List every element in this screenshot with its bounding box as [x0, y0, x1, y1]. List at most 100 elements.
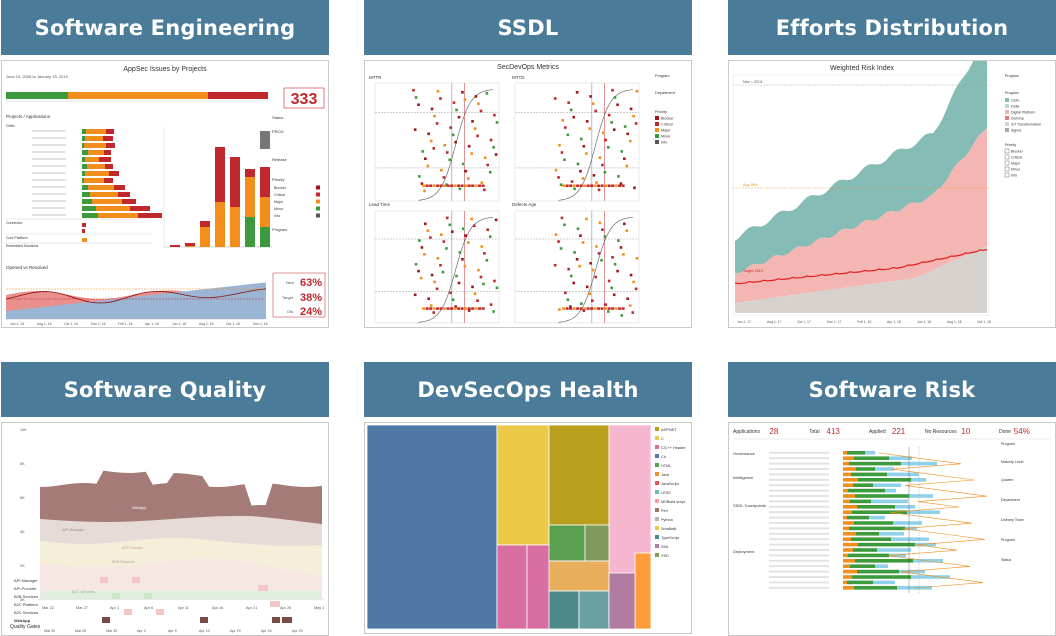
- svg-text:Aug 1, 16: Aug 1, 16: [37, 322, 52, 326]
- svg-text:Digital Platform: Digital Platform: [1011, 111, 1035, 115]
- tile-title[interactable]: DevSecOps Health: [364, 362, 692, 417]
- appsec-issues-chart: AppSec Issues by Projects June 19, 2008 …: [4, 66, 326, 326]
- svg-text:Apr 26: Apr 26: [280, 606, 291, 610]
- svg-text:Dec 1, 18: Dec 1, 18: [253, 322, 268, 326]
- svg-text:Applications: Applications: [733, 429, 760, 435]
- svg-text:6K: 6K: [20, 496, 25, 500]
- svg-text:Done: Done: [999, 429, 1011, 435]
- svg-text:Program: Program: [655, 74, 670, 78]
- svg-text:Avg: 99%: Avg: 99%: [743, 183, 758, 187]
- svg-text:C#: C#: [661, 455, 667, 459]
- svg-text:Other: Other: [6, 124, 16, 128]
- svg-text:Aug 1, 17: Aug 1, 17: [767, 320, 782, 324]
- svg-text:Priority: Priority: [272, 177, 284, 182]
- secdevops-metrics-chart: SecDevOps Metrics MTTR MTTD Lead Time De…: [369, 64, 676, 324]
- svg-text:Oct 1, 18: Oct 1, 18: [977, 320, 991, 324]
- svg-text:API Manager: API Manager: [14, 578, 38, 583]
- svg-text:Department: Department: [1001, 498, 1020, 502]
- date-range: June 19, 2008 to January 15, 2019: [6, 74, 69, 79]
- svg-text:TypeScript: TypeScript: [661, 536, 680, 540]
- tile-title[interactable]: SSDL: [364, 0, 692, 55]
- svg-text:Apr 11: Apr 11: [178, 606, 189, 610]
- svg-text:XML: XML: [661, 545, 669, 549]
- svg-text:Cloto: Cloto: [1011, 99, 1019, 103]
- svg-text:Info: Info: [661, 141, 667, 145]
- svg-text:B2B Services: B2B Services: [14, 594, 38, 599]
- svg-text:0K: 0K: [20, 598, 25, 602]
- svg-text:Info: Info: [1011, 174, 1017, 178]
- svg-text:API Provider: API Provider: [14, 586, 37, 591]
- svg-text:Aug 1, 18: Aug 1, 18: [199, 322, 214, 326]
- svg-text:Python: Python: [661, 518, 673, 522]
- svg-text:63%: 63%: [300, 277, 322, 289]
- svg-text:28: 28: [769, 427, 778, 436]
- svg-text:Core Platform: Core Platform: [6, 236, 28, 240]
- tile-title[interactable]: Software Engineering: [1, 0, 329, 55]
- svg-text:Program: Program: [1001, 442, 1015, 446]
- svg-text:IoT Transformation: IoT Transformation: [1011, 123, 1041, 127]
- svg-text:No Resources: No Resources: [925, 429, 957, 435]
- svg-text:413: 413: [827, 427, 841, 436]
- svg-text:Intelligence: Intelligence: [733, 475, 754, 480]
- svg-text:C: C: [661, 437, 664, 441]
- svg-text:Major: Major: [274, 200, 284, 204]
- projects-label: Projects / Applications: [6, 114, 51, 119]
- svg-text:Apr 24: Apr 24: [261, 629, 272, 633]
- svg-text:Deployment: Deployment: [733, 549, 755, 554]
- svg-text:B2C Platform: B2C Platform: [14, 602, 38, 607]
- chart-title: AppSec Issues by Projects: [123, 66, 207, 73]
- svg-text:Embedded Solutions: Embedded Solutions: [6, 244, 39, 248]
- svg-text:Critical: Critical: [661, 123, 673, 127]
- svg-text:Blocker: Blocker: [274, 186, 287, 190]
- svg-text:Dec 1, 17: Dec 1, 17: [827, 320, 842, 324]
- svg-text:Program: Program: [1005, 74, 1019, 78]
- svg-text:Mar 27: Mar 27: [76, 606, 88, 610]
- dashboard-thumbnail[interactable]: Weighted Risk Index Max = 220.8 Avg: 99%…: [728, 60, 1056, 328]
- svg-text:Gamma: Gamma: [1011, 117, 1024, 121]
- svg-text:Major: Major: [661, 129, 671, 133]
- svg-text:Apr 19: Apr 19: [230, 629, 241, 633]
- dashboard-thumbnail[interactable]: 10K 8K 6K 4K 2K 0K WebApp API Manager API Provi…: [1, 422, 329, 636]
- svg-text:Governance: Governance: [733, 451, 756, 456]
- svg-text:Quarter: Quarter: [1001, 478, 1014, 482]
- dashboard-thumbnail[interactable]: SecDevOps Metrics MTTR MTTD Lead Time De…: [364, 60, 692, 328]
- svg-text:Program: Program: [1001, 538, 1015, 542]
- svg-text:B2C Services: B2C Services: [72, 590, 95, 594]
- svg-text:Smalltalk: Smalltalk: [661, 527, 677, 531]
- svg-text:Department: Department: [655, 91, 676, 95]
- svg-text:MTTR: MTTR: [369, 75, 382, 80]
- svg-text:API Provider: API Provider: [122, 546, 144, 550]
- svg-text:Oct 1, 17: Oct 1, 17: [797, 320, 811, 324]
- tile-title[interactable]: Software Quality: [1, 362, 329, 417]
- svg-text:New: New: [286, 280, 294, 285]
- svg-text:Minor: Minor: [661, 135, 671, 139]
- svg-text:Oct 1, 18: Oct 1, 18: [226, 322, 240, 326]
- tile-title[interactable]: Software Risk: [728, 362, 1056, 417]
- software-risk-chart: Applications 28 Total 413 Applied 221 No Resou…: [733, 427, 1051, 593]
- dashboard-thumbnail[interactable]: AppSec Issues by Projects June 19, 2008 …: [1, 60, 329, 328]
- svg-text:Target: 115.0: Target: 115.0: [743, 269, 763, 273]
- svg-text:May 1: May 1: [314, 606, 324, 610]
- svg-text:C/C++ Header: C/C++ Header: [661, 446, 686, 450]
- svg-text:Oct 1, 16: Oct 1, 16: [64, 322, 78, 326]
- svg-text:Old: Old: [287, 309, 293, 314]
- svg-text:SSDL Touchpoints: SSDL Touchpoints: [733, 503, 766, 508]
- total-issues: 333: [291, 91, 318, 108]
- svg-text:Perl: Perl: [661, 509, 668, 513]
- svg-text:Status: Status: [1001, 558, 1011, 562]
- svg-text:MSBuild script: MSBuild script: [661, 500, 686, 504]
- svg-text:Apr 1: Apr 1: [110, 606, 119, 610]
- quality-gates-chart: API Manager API Provider B2B Services B2C P…: [14, 577, 303, 633]
- svg-text:Release: Release: [272, 157, 287, 162]
- opened-resolved-title: Opened vs Resolved: [6, 265, 48, 270]
- svg-text:API Manager: API Manager: [62, 528, 85, 532]
- dashboard-thumbnail[interactable]: Applications 28 Total 413 Applied 221 No Resou…: [728, 422, 1056, 636]
- svg-text:Delta: Delta: [1011, 105, 1019, 109]
- weighted-risk-chart: Weighted Risk Index Max = 220.8 Avg: 99%…: [732, 61, 1041, 324]
- svg-text:Apr 29: Apr 29: [292, 629, 303, 633]
- svg-text:Lead Time: Lead Time: [369, 202, 391, 207]
- dashboard-thumbnail[interactable]: ASP.NET C C/C++ Header C# HTML Java JavaScript…: [364, 422, 692, 634]
- tile-title[interactable]: Efforts Distribution: [728, 0, 1056, 55]
- svg-text:Blocker: Blocker: [661, 117, 674, 121]
- svg-text:Feb 1, 18: Feb 1, 18: [118, 322, 132, 326]
